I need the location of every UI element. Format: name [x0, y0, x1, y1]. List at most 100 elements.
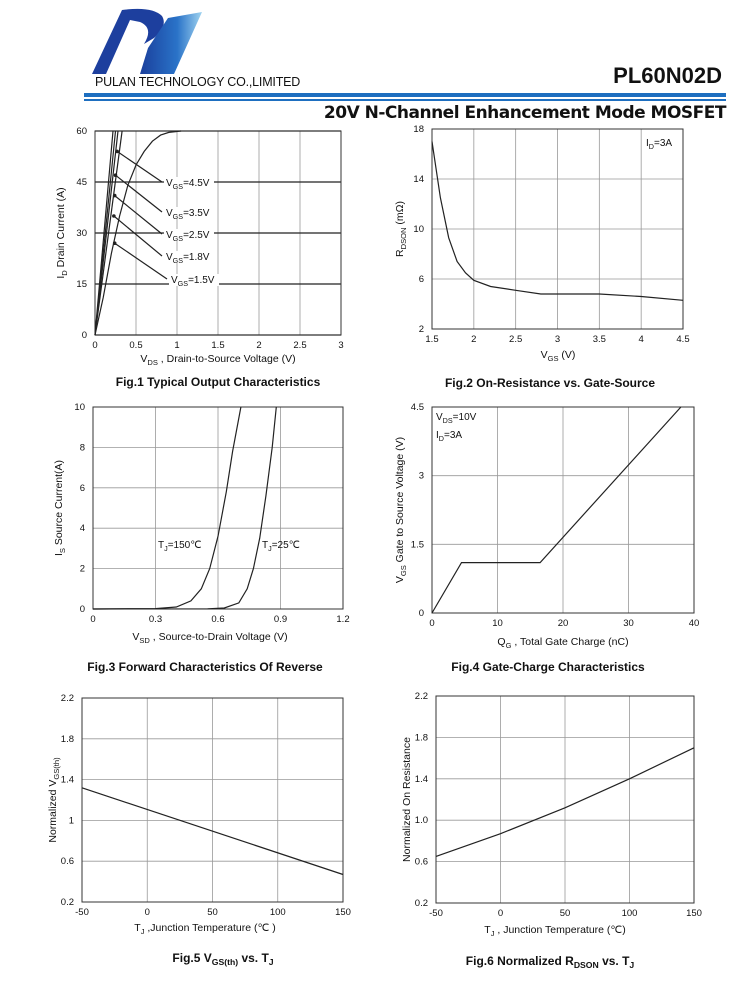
x-tick-label: 100	[622, 908, 638, 919]
x-axis-label: VDS , Drain-to-Source Voltage (V)	[140, 353, 295, 367]
x-tick-label: 0	[145, 907, 150, 918]
y-tick-label: 0	[82, 330, 87, 341]
label-bg	[164, 229, 214, 241]
label-bg	[164, 177, 214, 189]
header-rule-thin	[84, 99, 726, 101]
x-tick-label: 0.5	[129, 340, 142, 351]
figure-caption: Fig.1 Typical Output Characteristics	[116, 375, 321, 389]
y-tick-label: 1.8	[61, 734, 74, 745]
x-tick-label: 0.3	[149, 614, 162, 625]
x-tick-label: 0	[498, 908, 503, 919]
x-tick-label: 0.6	[211, 614, 224, 625]
series-label: TJ=150℃	[158, 540, 201, 553]
y-tick-label: 10	[413, 224, 424, 235]
x-tick-label: 1.5	[425, 334, 438, 345]
chart-5: -50 0 50 100 150 0.2 0.6 1 1.4 1.8 2.2 TJ ,Junction…	[47, 693, 351, 967]
y-tick-label: 4.5	[411, 402, 424, 413]
label-bg	[169, 274, 219, 286]
y-tick-label: 3	[419, 471, 424, 482]
series-line-4	[94, 130, 123, 336]
y-axis-label: RDSON (mΩ)	[394, 201, 408, 257]
annotation-arrow	[115, 174, 163, 213]
x-tick-label: 2.5	[509, 334, 522, 345]
plot-frame	[81, 697, 344, 903]
arrow-head	[112, 241, 117, 245]
y-tick-label: 45	[76, 177, 87, 188]
y-tick-label: 1.8	[415, 732, 428, 743]
series-label: VGS=1.5V	[171, 275, 215, 288]
y-tick-label: 0.6	[415, 857, 428, 868]
x-tick-label: 50	[207, 907, 218, 918]
y-tick-label: 1.5	[411, 539, 424, 550]
x-tick-label: 0	[90, 614, 95, 625]
y-tick-label: 1	[69, 815, 74, 826]
x-axis-label: VGS (V)	[541, 349, 576, 363]
y-tick-label: 1.4	[415, 774, 428, 785]
y-tick-label: 60	[76, 126, 87, 137]
x-tick-label: 30	[623, 618, 634, 629]
plot-frame	[431, 406, 695, 614]
figure-caption: Fig.6 Normalized RDSON vs. TJ	[466, 954, 635, 970]
y-tick-label: 14	[413, 174, 424, 185]
series-label: VGS=2.5V	[166, 230, 210, 243]
y-tick-label: 0	[80, 604, 85, 615]
y-tick-label: 0.2	[61, 897, 74, 908]
label-bg	[164, 251, 214, 263]
annotation-label: ID=3A	[436, 430, 462, 443]
figure-caption: Fig.5 VGS(th) vs. TJ	[172, 951, 273, 967]
arrow-head	[115, 149, 119, 154]
series-label: TJ=25℃	[262, 540, 300, 553]
series-label: VGS=1.8V	[166, 252, 210, 265]
annotation-label: ID=3A	[646, 138, 672, 151]
figure-caption: Fig.4 Gate-Charge Characteristics	[451, 660, 645, 674]
plot-frame	[431, 128, 684, 330]
x-tick-label: 150	[335, 907, 351, 918]
plot-frame	[92, 406, 344, 610]
y-tick-label: 0.2	[415, 898, 428, 909]
x-tick-label: 1.2	[336, 614, 349, 625]
document-subtitle: 20V N-Channel Enhancement Mode MOSFET	[323, 103, 727, 123]
annotation-arrow	[114, 195, 163, 235]
x-tick-label: -50	[75, 907, 89, 918]
x-axis-label: QG , Total Gate Charge (nC)	[497, 636, 628, 650]
chart-6: -50 0 50 100 150 0.2 0.6 1.0 1.4 1.8 2.2 TJ , Junct…	[401, 691, 702, 970]
arrow-head	[112, 214, 116, 218]
x-tick-label: -50	[429, 908, 443, 919]
x-tick-label: 20	[558, 618, 569, 629]
y-axis-label: IS Source Current(A)	[53, 460, 67, 556]
part-number: PL60N02D	[613, 63, 722, 88]
y-tick-label: 2	[80, 564, 85, 575]
y-tick-label: 2.2	[61, 693, 74, 704]
y-tick-label: 1.4	[61, 775, 74, 786]
series-label: VGS=3.5V	[166, 208, 210, 221]
y-tick-label: 15	[76, 279, 87, 290]
x-tick-label: 40	[689, 618, 700, 629]
annotation-label: VDS=10V	[436, 412, 477, 425]
figure-caption: Fig.2 On-Resistance vs. Gate-Source	[445, 376, 655, 390]
x-axis-label: VSD , Source-to-Drain Voltage (V)	[132, 631, 287, 645]
x-axis-label: TJ , Junction Temperature (℃)	[484, 924, 625, 938]
company-name: PULAN TECHNOLOGY CO.,LIMITED	[95, 75, 301, 89]
x-tick-label: 2	[256, 340, 261, 351]
plot-frame	[94, 130, 342, 336]
y-tick-label: 4	[80, 523, 85, 534]
x-tick-label: 3	[555, 334, 560, 345]
y-tick-label: 18	[413, 124, 424, 135]
x-tick-label: 1	[174, 340, 179, 351]
y-axis-label: VGS Gate to Source Voltage (V)	[394, 437, 408, 583]
chart-4: 0 10 20 30 40 0 1.5 3 4.5 QG , Total Gate Charge …	[394, 402, 699, 674]
x-tick-label: 3	[338, 340, 343, 351]
series-line-1	[81, 787, 344, 876]
x-tick-label: 0	[429, 618, 434, 629]
x-tick-label: 1.5	[211, 340, 224, 351]
y-tick-label: 8	[80, 442, 85, 453]
company-logo	[92, 8, 202, 75]
annotation-arrow	[113, 215, 163, 257]
x-tick-label: 4	[639, 334, 644, 345]
y-tick-label: 0.6	[61, 856, 74, 867]
x-tick-label: 3.5	[593, 334, 606, 345]
y-tick-label: 6	[80, 483, 85, 494]
